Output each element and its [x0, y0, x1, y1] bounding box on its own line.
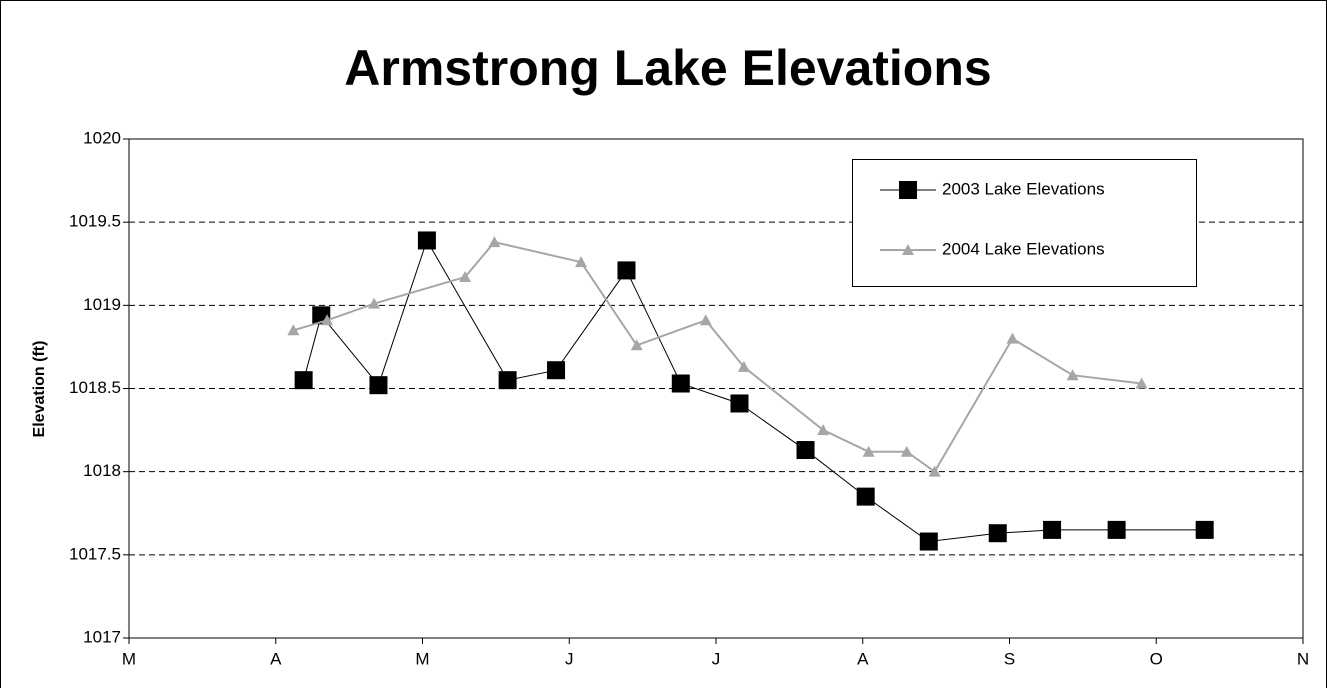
- x-tick-label: O: [1150, 649, 1163, 668]
- series-line: [293, 241, 1142, 474]
- marker: [730, 394, 749, 413]
- marker: [699, 314, 712, 326]
- marker: [1135, 377, 1148, 389]
- marker: [1043, 520, 1062, 539]
- marker: [630, 339, 643, 351]
- x-tick-label: J: [712, 649, 721, 668]
- marker: [1195, 520, 1214, 539]
- marker: [459, 271, 472, 283]
- marker: [287, 324, 300, 336]
- chart-title: Armstrong Lake Elevations: [344, 40, 991, 96]
- marker: [919, 532, 938, 551]
- series-line: [303, 239, 1205, 543]
- marker: [498, 371, 517, 390]
- legend: 2003 Lake Elevations 2004 Lake Elevations: [852, 159, 1197, 287]
- x-tick-label: S: [1004, 649, 1015, 668]
- marker: [294, 371, 313, 390]
- plot-area: 1017 1017.5 1018 1018.5 1019 1019.5 1020 M A M J J A…: [69, 128, 1309, 668]
- marker: [488, 236, 501, 248]
- marker: [856, 487, 875, 506]
- y-tick-label: 1019: [83, 295, 121, 314]
- marker: [899, 181, 917, 199]
- marker: [902, 244, 914, 255]
- legend-items: 2003 Lake Elevations 2004 Lake Elevations: [880, 179, 1105, 258]
- x-tick-label: N: [1297, 649, 1309, 668]
- marker: [796, 441, 815, 460]
- marker: [928, 465, 941, 477]
- marker: [574, 256, 587, 268]
- legend-box: [852, 159, 1197, 287]
- x-tick-label: M: [415, 649, 429, 668]
- marker: [321, 314, 334, 326]
- y-tick-label: 1017.5: [69, 544, 121, 563]
- marker: [1006, 332, 1019, 344]
- marker: [368, 297, 381, 309]
- x-tick-label: M: [122, 649, 136, 668]
- marker: [617, 261, 636, 280]
- x-tick-label: A: [857, 649, 869, 668]
- marker: [988, 524, 1007, 543]
- legend-label: 2004 Lake Elevations: [942, 239, 1105, 258]
- marker: [1066, 369, 1079, 381]
- y-tick-label: 1018.5: [69, 378, 121, 397]
- y-axis-label: Elevation (ft): [31, 341, 48, 438]
- marker: [900, 445, 913, 457]
- marker: [417, 231, 436, 250]
- marker: [737, 360, 750, 372]
- legend-label: 2003 Lake Elevations: [942, 179, 1105, 198]
- marker: [671, 374, 690, 393]
- x-tick-label: A: [270, 649, 282, 668]
- marker: [369, 376, 388, 395]
- marker: [547, 361, 566, 380]
- marker: [1107, 520, 1126, 539]
- marker: [862, 445, 875, 457]
- x-tick-label: J: [565, 649, 574, 668]
- marker: [817, 424, 830, 436]
- y-tick-label: 1019.5: [69, 212, 121, 231]
- y-tick-label: 1020: [83, 128, 121, 147]
- y-tick-label: 1017: [83, 627, 121, 646]
- y-tick-label: 1018: [83, 461, 121, 480]
